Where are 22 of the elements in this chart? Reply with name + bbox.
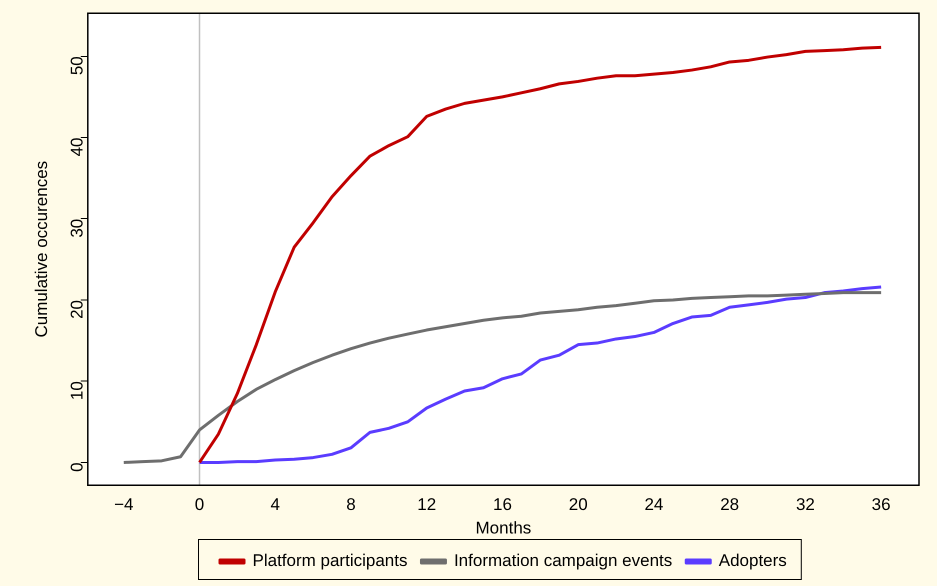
y-tick-label: 10 — [67, 381, 86, 400]
y-tick-label: 50 — [67, 56, 86, 76]
x-axis-title: Months — [476, 518, 532, 538]
x-tick-label: −4 — [114, 495, 134, 514]
x-tick-label: 16 — [492, 495, 512, 514]
y-axis-title: Cumulative occurences — [32, 160, 51, 338]
x-tick-label: 36 — [872, 495, 891, 514]
x-tick-label: 28 — [720, 495, 740, 514]
x-tick-label: 0 — [194, 495, 204, 514]
x-tick-label: 4 — [270, 495, 280, 514]
y-tick-label: 30 — [67, 218, 86, 238]
x-tick-label: 20 — [568, 495, 588, 514]
x-tick-label: 24 — [644, 495, 664, 514]
legend-label: Adopters — [718, 551, 787, 570]
legend-label: Information campaign events — [454, 551, 672, 570]
y-tick-label: 0 — [67, 462, 86, 472]
legend-label: Platform participants — [252, 551, 408, 570]
x-tick-label: 32 — [796, 495, 815, 514]
y-tick-label: 40 — [67, 137, 86, 156]
y-tick-label: 20 — [67, 300, 86, 319]
x-tick-label: 12 — [417, 495, 436, 514]
x-tick-label: 8 — [346, 495, 356, 514]
